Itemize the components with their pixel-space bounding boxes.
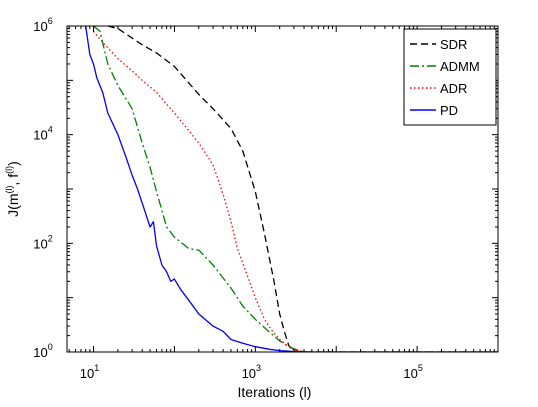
y-label-sup-1: (l) <box>4 186 14 194</box>
x-tick-base: 10 <box>403 366 417 381</box>
x-tick-base: 10 <box>242 366 256 381</box>
y-tick-base: 10 <box>33 128 47 143</box>
legend-label-pd: PD <box>440 103 458 118</box>
x-tick-exp: 3 <box>256 363 261 373</box>
y-tick-base: 10 <box>33 19 47 34</box>
y-label-base: J(m <box>5 194 21 217</box>
y-tick-base: 10 <box>33 345 47 360</box>
y-label-sup-2: (l) <box>4 166 14 174</box>
legend-label-adr: ADR <box>440 81 467 96</box>
y-tick-exp: 0 <box>48 342 53 352</box>
x-axis-label: Iterations (l) <box>238 384 312 400</box>
legend-label-admm: ADMM <box>440 59 480 74</box>
x-tick-exp: 5 <box>418 363 423 373</box>
legend-label-sdr: SDR <box>440 37 467 52</box>
x-tick-exp: 1 <box>94 363 99 373</box>
x-tick-base: 10 <box>80 366 94 381</box>
y-label-close: ) <box>5 161 21 166</box>
y-tick-base: 10 <box>33 236 47 251</box>
y-label-mid: , f <box>5 174 21 186</box>
y-tick-exp: 6 <box>48 16 53 26</box>
legend: SDR ADMM ADR PD <box>404 29 496 125</box>
y-tick-exp: 4 <box>48 125 53 135</box>
y-tick-exp: 2 <box>48 233 53 243</box>
